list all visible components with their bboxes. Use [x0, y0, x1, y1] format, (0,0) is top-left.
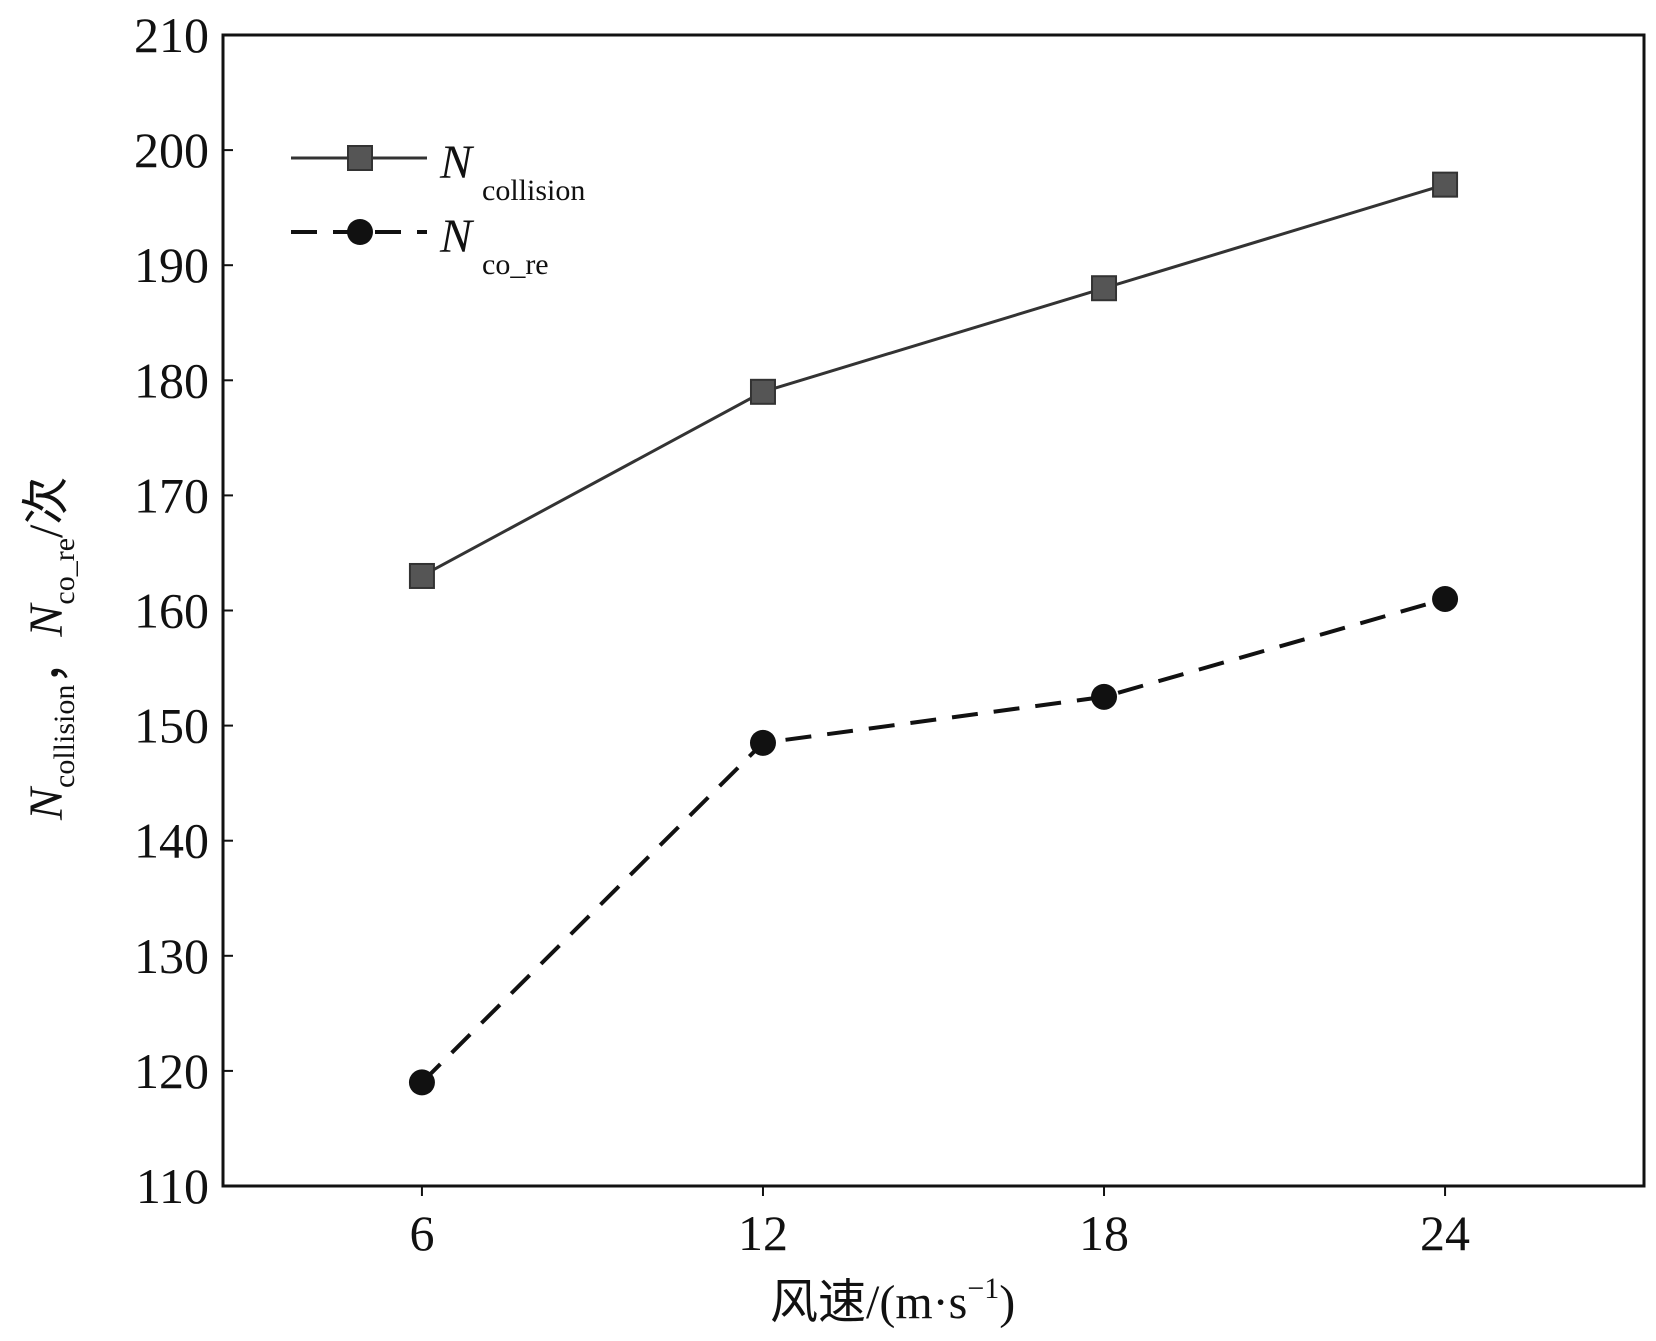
y-tick-label: 150 [134, 698, 209, 754]
x-axis-label: 风速/(m·s−1) [770, 1272, 1015, 1329]
data-point-N_co_re [1432, 585, 1459, 612]
y-tick-label: 140 [134, 813, 209, 869]
series-line-N_co_re [420, 597, 1446, 1084]
y-tick-label: 180 [134, 352, 209, 408]
y-tick-label: 120 [134, 1043, 209, 1099]
x-tick-label: 24 [1420, 1205, 1470, 1261]
x-tick-label: 6 [409, 1205, 434, 1261]
data-point-N_collision [749, 378, 776, 405]
legend-sub-collision: collision [482, 174, 585, 207]
data-point-N_collision [408, 562, 435, 589]
legend-marker-square [347, 145, 373, 171]
x-tick-label: 18 [1079, 1205, 1129, 1261]
data-point-N_collision [1091, 275, 1118, 302]
data-point-N_co_re [408, 1069, 435, 1096]
data-point-N_co_re [1091, 683, 1118, 710]
x-tick-label: 12 [738, 1205, 788, 1261]
y-tick-label: 130 [134, 928, 209, 984]
legend-label-collision: N [439, 136, 475, 189]
y-tick-label: 190 [134, 237, 209, 293]
legend: N collision N co_re [291, 136, 585, 281]
legend-label-co-re: N [439, 210, 475, 263]
series-line-N_collision [421, 183, 1446, 578]
y-tick-label: 200 [134, 122, 209, 178]
legend-sub-co-re: co_re [482, 248, 549, 281]
y-tick-label: 160 [134, 583, 209, 639]
y-tick-label: 210 [134, 7, 209, 63]
plot-frame [221, 33, 1646, 1188]
y-tick-label: 170 [134, 467, 209, 523]
data-point-N_collision [1432, 171, 1459, 198]
y-axis-label: Ncollision，Nco_re/次 [20, 477, 81, 821]
legend-marker-circle [347, 219, 373, 245]
y-tick-label: 110 [136, 1158, 209, 1214]
data-point-N_co_re [749, 729, 776, 756]
